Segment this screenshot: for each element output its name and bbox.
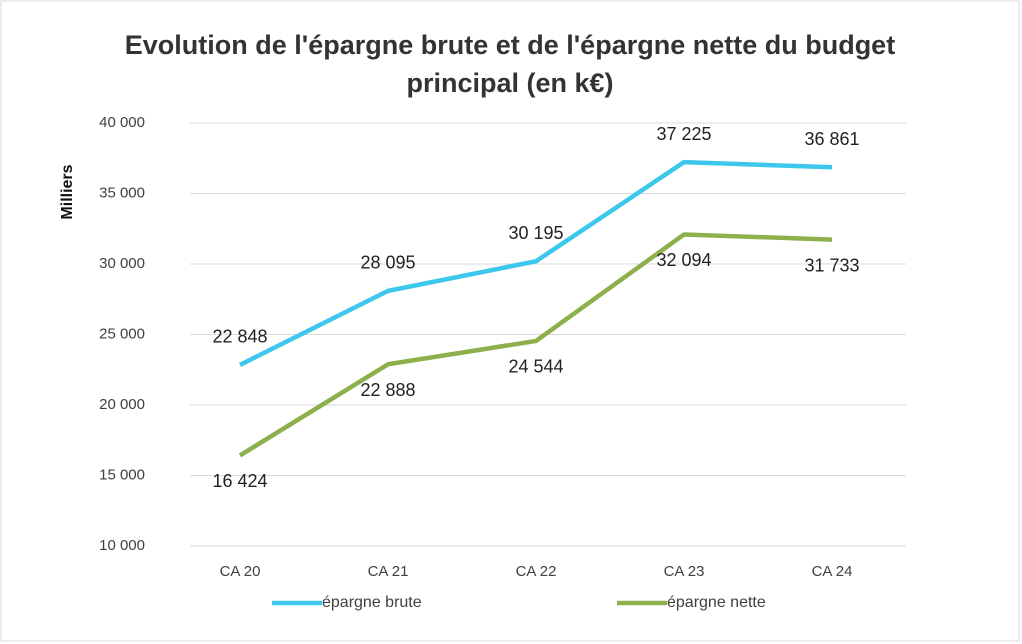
data-label: 24 544 [508,357,563,377]
data-label: 22 888 [360,380,415,400]
data-label: 22 848 [212,327,267,347]
legend-label: épargne brute [322,594,422,611]
data-label: 30 195 [508,223,563,243]
data-label: 37 225 [656,124,711,144]
series-line [238,232,833,458]
data-label: 36 861 [804,129,859,149]
y-axis-label: Milliers [59,164,76,219]
y-tick-label: 15 000 [99,466,145,483]
y-tick-label: 10 000 [99,537,145,554]
data-label: 16 424 [212,471,267,491]
legend-label: épargne nette [667,594,766,611]
y-tick-label: 25 000 [99,325,145,342]
data-label: 31 733 [804,255,859,275]
x-tick-label: CA 23 [664,563,705,580]
data-label: 32 094 [656,250,711,270]
y-tick-label: 40 000 [99,114,145,131]
x-tick-label: CA 20 [220,563,261,580]
y-tick-label: 30 000 [99,255,145,272]
x-tick-label: CA 22 [516,563,557,580]
y-tick-label: 35 000 [99,184,145,201]
data-label: 28 095 [360,253,415,273]
y-tick-label: 20 000 [99,396,145,413]
x-tick-label: CA 21 [368,563,409,580]
x-tick-label: CA 24 [812,563,853,580]
chart-title: Evolution de l'épargne brute et de l'épa… [124,30,896,98]
series-line [238,159,833,367]
